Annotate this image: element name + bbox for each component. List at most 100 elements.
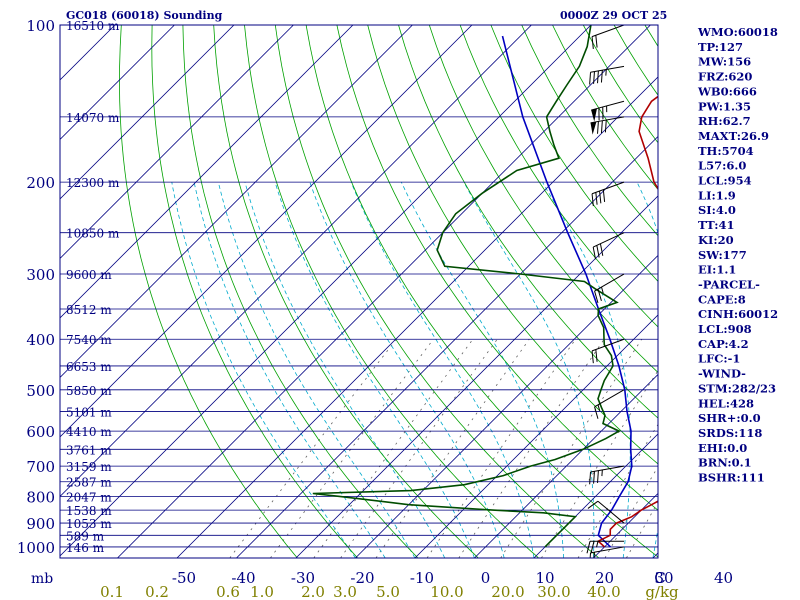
moist-adiabat-line	[244, 181, 446, 558]
isotherm-line	[60, 25, 354, 319]
mixing-ratio-tick-label: 3.0	[333, 583, 357, 600]
dry-adiabat-line	[244, 25, 539, 558]
mixing-ratio-tick-label: 0.1	[100, 583, 124, 600]
temp-unit-label: C	[654, 569, 665, 587]
height-label: 7540 m	[66, 333, 112, 347]
index-item: SRDS:118	[698, 426, 762, 440]
height-label: 1538 m	[66, 504, 112, 518]
isotherms	[60, 25, 800, 558]
height-label: 6653 m	[66, 360, 112, 374]
height-label: 9600 m	[66, 268, 112, 282]
index-item: STM:282/23	[698, 381, 776, 395]
moist-adiabat-line	[274, 181, 475, 558]
wind-barb	[591, 100, 625, 122]
isotherm-line	[772, 25, 800, 558]
isotherm-line	[176, 76, 658, 558]
temp-tick-label: 10	[535, 569, 554, 587]
index-item: CAPE:8	[698, 292, 746, 306]
isotherm-line	[60, 25, 473, 438]
isotherm-line	[236, 135, 658, 558]
height-label: 146 m	[66, 541, 105, 555]
mixing-ratio-tick-label: 5.0	[376, 583, 400, 600]
index-item: WMO:60018	[697, 25, 778, 39]
temp-tick-label: 30	[654, 569, 673, 587]
pressure-tick-label: 900	[26, 515, 55, 533]
index-item: KI:20	[698, 233, 734, 247]
temp-tick-label: -40	[231, 569, 255, 587]
height-label: 2047 m	[66, 490, 112, 504]
pressure-tick-label: 200	[26, 174, 55, 192]
temp-tick-label: -30	[291, 569, 315, 587]
index-item: TP:127	[698, 40, 743, 54]
dry-adiabat-line	[459, 25, 658, 328]
wind-barb	[591, 338, 625, 364]
pressure-unit-label: mb	[31, 571, 53, 587]
plot-frame	[59, 24, 659, 559]
temp-tick-label: -50	[172, 569, 196, 587]
wind-barbs	[586, 25, 625, 558]
isotherm-line	[414, 314, 658, 558]
temp-tick-label: 20	[595, 569, 614, 587]
dry-adiabat-line	[490, 25, 658, 282]
isotherm-line	[60, 25, 294, 260]
mixing-ratio-tick-label: 0.6	[216, 583, 240, 600]
temperature-trace	[596, 95, 658, 548]
wind-barb	[586, 540, 624, 554]
height-label: 1053 m	[66, 517, 112, 531]
dry-adiabat-line	[428, 25, 658, 373]
index-item: LFC:-1	[698, 352, 740, 366]
plot-area	[60, 25, 800, 558]
wind-barb	[587, 500, 625, 524]
height-label: 8512 m	[66, 303, 112, 317]
pressure-tick-label: 1000	[17, 539, 55, 557]
wind-barb	[589, 546, 625, 558]
parcel-trace	[501, 35, 633, 548]
dry-adiabat-line	[768, 25, 800, 558]
index-item: CAP:4.2	[698, 337, 749, 351]
index-item: HEL:428	[698, 396, 754, 410]
mixing-ratio-tick-label: 20.0	[491, 583, 524, 600]
height-label: 4410 m	[66, 425, 112, 439]
mixing-ratio-line	[541, 369, 658, 558]
moist-adiabat-line	[217, 182, 416, 558]
wind-barb	[590, 116, 625, 135]
index-item: PW:1.35	[698, 99, 751, 113]
moist-adiabats	[171, 181, 658, 558]
index-item: -PARCEL-	[698, 277, 760, 291]
index-item: CINH:60012	[698, 307, 778, 321]
moist-adiabat-line	[400, 181, 565, 558]
pressure-tick-label: 500	[26, 382, 55, 400]
wind-barb	[589, 465, 625, 485]
height-label: 14070 m	[66, 111, 120, 125]
mixing-ratio-line	[375, 338, 530, 558]
pressure-tick-label: 800	[26, 488, 55, 506]
isotherm-line	[60, 25, 592, 557]
index-item: RH:62.7	[698, 114, 751, 128]
wind-barb	[592, 232, 625, 260]
mixing-ratio-tick-label: 10.0	[430, 583, 463, 600]
height-label: 3761 m	[66, 443, 112, 457]
pressure-tick-label: 600	[26, 423, 55, 441]
temp-tick-label: -20	[350, 569, 374, 587]
mixing-ratio-line	[626, 501, 658, 558]
moist-adiabat-line	[193, 182, 386, 558]
index-item: BSHR:111	[698, 471, 765, 485]
index-item: EHI:0.0	[698, 441, 747, 455]
dry-adiabat-line	[119, 25, 298, 558]
isotherm-line	[295, 195, 658, 558]
mixing-ratio-line	[426, 338, 576, 558]
isotherm-line	[60, 25, 532, 498]
mixing-ratio-tick-label: 0.2	[145, 583, 169, 600]
station-title: GC018 (60018) Sounding	[66, 9, 223, 22]
index-item: WB0:666	[697, 84, 757, 98]
index-item: EI:1.1	[698, 263, 736, 277]
index-item: SW:177	[698, 248, 747, 262]
index-item: SHR+:0.0	[698, 411, 761, 425]
height-label: 3159 m	[66, 460, 112, 474]
wind-barb	[594, 389, 625, 419]
index-item: MW:156	[698, 55, 751, 69]
isotherm-line	[355, 254, 658, 558]
temp-tick-label: 40	[714, 569, 733, 587]
height-label: 5101 m	[66, 405, 112, 419]
indices-panel: WMO:60018TP:127MW:156FRZ:620WB0:666PW:1.…	[697, 25, 778, 485]
